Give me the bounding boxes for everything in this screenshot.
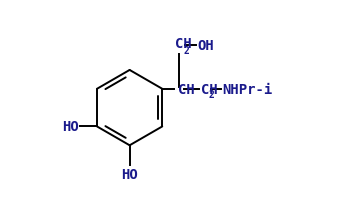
- Text: HO: HO: [121, 167, 138, 181]
- Text: NHPr-i: NHPr-i: [222, 82, 272, 96]
- Text: 2: 2: [209, 89, 215, 99]
- Text: 2: 2: [183, 46, 189, 56]
- Text: OH: OH: [197, 39, 214, 53]
- Text: CH: CH: [201, 82, 218, 96]
- Text: CH: CH: [176, 37, 192, 51]
- Text: HO: HO: [62, 120, 79, 134]
- Text: CH: CH: [177, 82, 194, 96]
